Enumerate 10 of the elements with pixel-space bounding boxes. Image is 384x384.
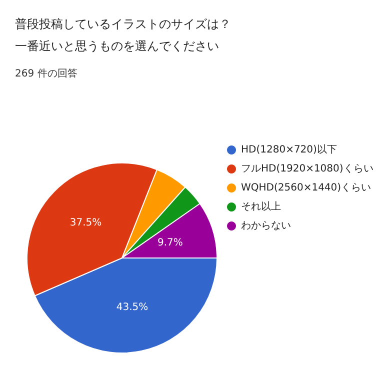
legend-label: それ以上 bbox=[241, 200, 281, 212]
legend-label: WQHD(2560×1440)くらい bbox=[241, 182, 372, 194]
legend-label: わからない bbox=[241, 220, 291, 232]
data-label: 37.5% bbox=[70, 217, 102, 228]
data-label: 9.7% bbox=[157, 237, 183, 248]
chart-title: 普段投稿しているイラストのサイズは？一番近いと思うものを選んでください bbox=[15, 17, 231, 53]
chart-subtitle: 269 件の回答 bbox=[15, 68, 78, 80]
data-label: 43.5% bbox=[116, 302, 148, 313]
legend-label: フルHD(1920×1080)くらい bbox=[241, 164, 374, 174]
legend-label: HD(1280×720)以下 bbox=[241, 144, 337, 156]
